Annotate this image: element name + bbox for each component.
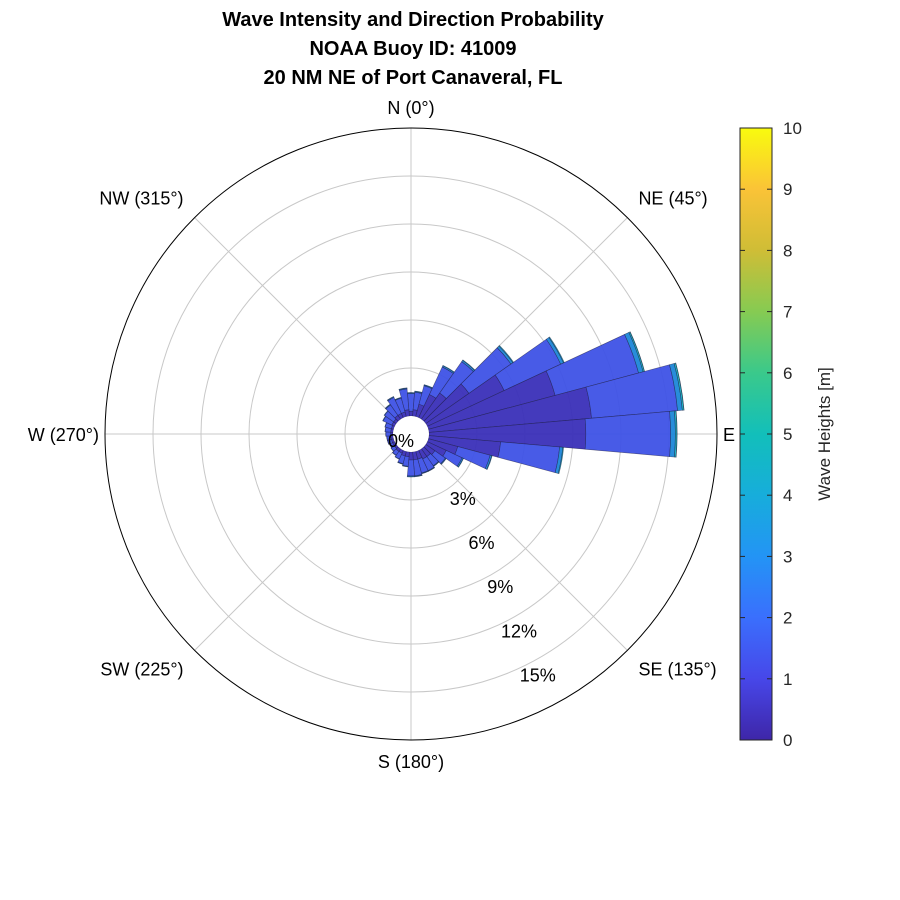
bar-90-bin-1 (584, 411, 671, 457)
center-hub (393, 416, 429, 452)
angle-label-0: N (0°) (387, 98, 434, 118)
angle-label-225: SW (225°) (100, 659, 183, 679)
colorbar-tick-label-2: 2 (783, 609, 792, 628)
colorbar: 0 1 2 3 4 5 6 7 8 9 10 Wave Heights [m] (739, 119, 834, 750)
colorbar-tick-label-0: 0 (783, 731, 792, 750)
bar-110-bin-3 (486, 455, 493, 470)
colorbar-tick-label-6: 6 (783, 364, 792, 383)
bar-200-bin-3 (397, 461, 404, 465)
bar-350-bin-3 (398, 387, 408, 390)
colorbar-tick-label-3: 3 (783, 547, 792, 566)
angle-label-180: S (180°) (378, 752, 444, 772)
polar-bars (382, 331, 685, 478)
bar-100-bin-1 (497, 441, 560, 473)
colorbar-tick-label-5: 5 (783, 425, 792, 444)
angle-label-135: SE (135°) (638, 659, 716, 679)
bar-130-bin-3 (440, 458, 447, 465)
colorbar-tick-label-4: 4 (783, 486, 792, 505)
colorbar-tick-label-10: 10 (783, 119, 802, 138)
angle-label-270: W (270°) (28, 425, 99, 445)
angle-label-315: NW (315°) (99, 189, 183, 209)
radial-tick-label-6: 6% (469, 533, 495, 553)
bar-120-bin-3 (457, 457, 464, 468)
grid-spoke-135 (423, 446, 628, 651)
bar-80-bin-4 (675, 362, 685, 411)
bar-190-bin-3 (402, 465, 409, 468)
bar-220-bin-2 (391, 451, 397, 456)
bar-330-bin-3 (386, 396, 394, 401)
colorbar-tick-label-7: 7 (783, 303, 792, 322)
bar-100-bin-3 (557, 446, 564, 475)
polar-labels: N (0°) NE (45°) E SE (135°) S (180°) SW (225°… (28, 98, 735, 772)
grid-spoke-315 (194, 217, 399, 422)
radial-tick-label-12: 12% (501, 621, 537, 641)
colorbar-tick-label-8: 8 (783, 241, 792, 260)
bar-210-bin-2 (394, 456, 400, 460)
bar-90-bin-2 (669, 410, 676, 458)
angle-label-90: E (723, 425, 735, 445)
chart-title: Wave Intensity and Direction Probability… (0, 6, 826, 93)
colorbar-label: Wave Heights [m] (815, 367, 834, 501)
angle-label-45: NE (45°) (638, 189, 707, 209)
bar-230-bin-2 (390, 447, 395, 452)
grid-spoke-225 (194, 446, 399, 651)
colorbar-tick-label-1: 1 (783, 670, 792, 689)
polar-outer-circle (104, 127, 718, 741)
title-line-2: NOAA Buoy ID: 41009 (309, 38, 517, 60)
radial-tick-label-15: 15% (520, 665, 556, 685)
title-line-3: 20 NM NE of Port Canaveral, FL (263, 67, 563, 89)
bar-90-bin-4 (675, 410, 678, 458)
radial-tick-label-0: 0% (388, 431, 414, 451)
radial-tick-label-9: 9% (487, 577, 513, 597)
title-line-1: Wave Intensity and Direction Probability (222, 9, 604, 31)
radial-tick-label-3: 3% (450, 489, 476, 509)
colorbar-tick-label-9: 9 (783, 180, 792, 199)
